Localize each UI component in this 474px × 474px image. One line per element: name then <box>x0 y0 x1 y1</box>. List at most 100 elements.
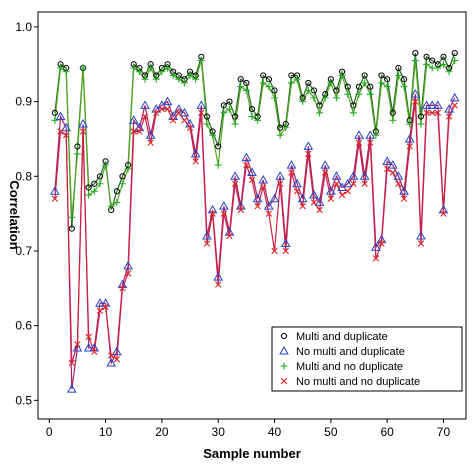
data-point <box>389 116 397 124</box>
data-point <box>190 148 201 158</box>
data-point <box>55 111 66 121</box>
data-point <box>286 160 297 169</box>
data-point <box>338 191 346 199</box>
data-point <box>215 143 222 150</box>
data-point <box>237 76 244 83</box>
data-point <box>192 158 199 165</box>
data-point <box>248 105 256 113</box>
data-point <box>232 113 239 120</box>
data-point <box>423 60 431 68</box>
data-point <box>124 165 132 173</box>
data-point <box>186 124 194 131</box>
data-point <box>314 197 325 206</box>
series-layer <box>50 49 460 393</box>
data-point <box>202 231 212 240</box>
data-point <box>350 180 357 187</box>
data-point <box>361 180 368 187</box>
data-point <box>316 102 323 109</box>
data-point <box>260 72 267 79</box>
data-point <box>325 186 336 195</box>
data-point <box>175 75 183 83</box>
data-point <box>383 83 391 91</box>
data-point <box>451 49 458 57</box>
data-point <box>196 100 207 109</box>
data-point <box>310 199 318 206</box>
data-point <box>367 83 374 90</box>
data-point <box>304 86 312 94</box>
data-point <box>243 161 250 169</box>
data-point <box>399 186 409 195</box>
data-point <box>198 109 205 117</box>
data-point <box>305 150 312 158</box>
data-point <box>124 270 132 277</box>
data-point <box>123 260 133 270</box>
data-point <box>111 346 122 356</box>
data-point <box>215 281 222 288</box>
data-point <box>248 113 256 121</box>
data-point <box>79 128 87 135</box>
x-tick-label: 40 <box>268 425 282 439</box>
data-point <box>434 64 442 72</box>
data-point <box>213 272 224 281</box>
data-point <box>406 143 413 150</box>
data-point <box>225 105 233 113</box>
data-point <box>321 94 329 102</box>
legend: Multi and duplicate No multi and duplicat… <box>271 326 463 392</box>
data-point <box>288 169 295 176</box>
y-tick-label: 0.5 <box>15 393 32 407</box>
data-point <box>282 124 290 132</box>
data-point <box>412 98 419 105</box>
data-point <box>85 184 92 191</box>
data-point <box>197 57 205 65</box>
data-point <box>282 247 289 255</box>
data-point <box>147 139 154 146</box>
data-point <box>303 141 314 150</box>
data-point <box>230 171 240 180</box>
legend-label-2: No multi and duplicate <box>296 346 405 358</box>
data-point <box>106 357 117 367</box>
data-point <box>440 53 447 60</box>
data-point <box>85 191 93 199</box>
data-point <box>316 109 324 117</box>
data-point <box>417 113 425 120</box>
data-point <box>354 130 364 139</box>
data-point <box>254 116 262 124</box>
data-point <box>119 173 126 180</box>
data-point <box>119 285 126 292</box>
data-point <box>73 150 81 158</box>
data-point <box>231 120 239 128</box>
data-point <box>192 75 200 83</box>
data-point <box>417 120 425 128</box>
data-point <box>209 131 217 139</box>
data-point <box>355 83 363 90</box>
data-point <box>113 188 120 195</box>
legend-marker-2 <box>279 345 289 355</box>
data-point <box>394 71 402 79</box>
data-point <box>365 130 376 139</box>
data-point <box>102 161 110 169</box>
data-point <box>383 165 391 173</box>
data-point <box>389 109 396 116</box>
data-point <box>214 161 222 169</box>
data-point <box>271 247 278 255</box>
data-point <box>242 86 250 94</box>
series-points-4 <box>51 98 458 367</box>
data-point <box>74 143 81 150</box>
data-point <box>305 79 312 87</box>
data-point <box>309 189 319 199</box>
data-point <box>276 180 284 187</box>
data-point <box>108 352 115 359</box>
data-point <box>320 160 331 169</box>
data-point <box>387 160 398 169</box>
data-point <box>293 75 301 83</box>
x-tick-label: 0 <box>46 425 53 439</box>
data-point <box>51 116 59 124</box>
data-point <box>404 133 415 143</box>
data-point <box>74 341 81 348</box>
data-point <box>209 210 216 217</box>
data-point <box>62 132 70 139</box>
data-point <box>152 75 160 83</box>
data-point <box>316 206 323 214</box>
data-point <box>57 64 65 72</box>
